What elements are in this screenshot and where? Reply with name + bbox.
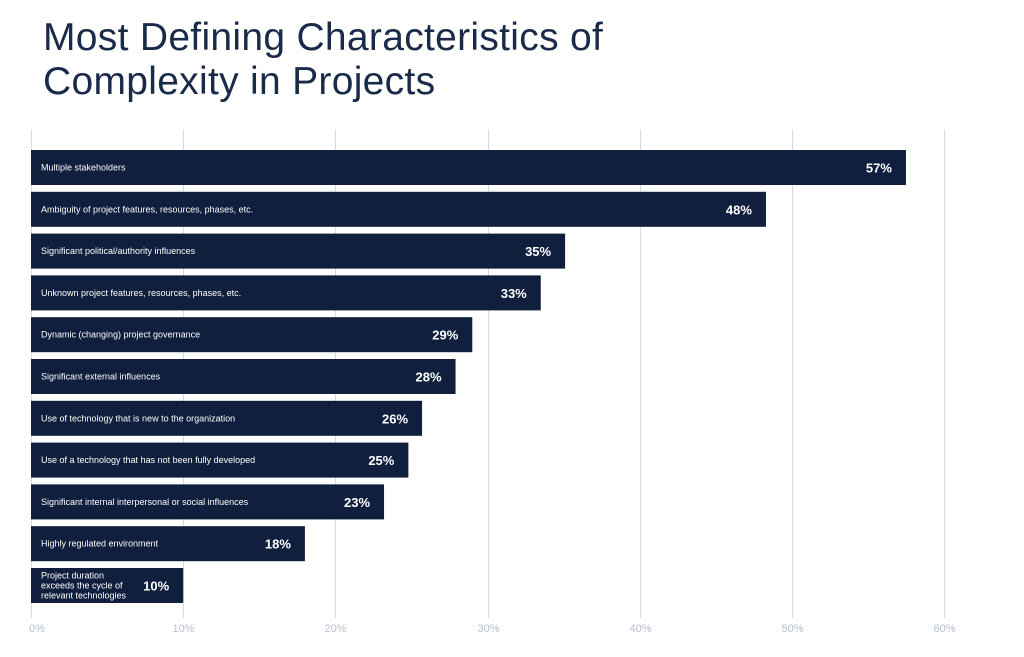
bar-label-11-line-1: Project duration [41, 571, 104, 581]
bar-3 [31, 233, 566, 269]
x-tick-label-30: 30% [477, 623, 499, 635]
bar-label-6: Significant external influences [41, 372, 161, 382]
bar-value-label-3: 35% [525, 244, 551, 259]
bar-label-5: Dynamic (changing) project governance [41, 330, 200, 340]
bar-9 [31, 484, 385, 520]
bar-2 [31, 191, 766, 227]
bar-value-label-6: 28% [416, 370, 442, 385]
bar-value-label-11: 10% [143, 579, 169, 594]
bar-group-8: Use of a technology that has not been fu… [31, 442, 409, 478]
bar-label-8: Use of a technology that has not been fu… [41, 455, 255, 465]
x-tick-label-20: 20% [324, 623, 346, 635]
x-tick-label-50: 50% [781, 623, 803, 635]
bar-value-label-7: 26% [382, 411, 408, 426]
x-tick-label-10: 10% [172, 623, 194, 635]
bar-group-10: Highly regulated environment 18% [31, 526, 305, 562]
bar-4 [31, 275, 541, 311]
bar-5 [31, 317, 473, 353]
bar-group-9: Significant internal interpersonal or so… [31, 484, 385, 520]
bar-value-label-8: 25% [368, 453, 394, 468]
bar-label-11-line-3: relevant technologies [41, 591, 127, 601]
x-tick-label-40: 40% [629, 623, 651, 635]
chart-bars: Multiple stakeholders 57% Ambiguity of pro… [31, 150, 906, 603]
bar-label-7: Use of technology that is new to the org… [41, 413, 235, 423]
bar-label-4: Unknown project features, resources, pha… [41, 288, 241, 298]
bar-group-4: Unknown project features, resources, pha… [31, 275, 541, 311]
bar-group-5: Dynamic (changing) project governance 29% [31, 317, 473, 353]
bar-7 [31, 400, 423, 436]
x-tick-label-0: 0% [29, 623, 45, 635]
bar-8 [31, 442, 409, 478]
bar-group-6: Significant external influences 28% [31, 359, 456, 394]
bar-value-label-5: 29% [432, 328, 458, 343]
bar-group-3: Significant political/authority influenc… [31, 233, 566, 269]
x-axis-ticks: 0% 10% 20% 30% 40% 50% 60% [29, 623, 956, 635]
bar-label-2: Ambiguity of project features, resources… [41, 204, 253, 214]
bar-label-9: Significant internal interpersonal or so… [41, 497, 249, 507]
bar-1 [31, 150, 906, 185]
bar-label-1: Multiple stakeholders [41, 163, 126, 173]
chart-title: Most Defining Characteristics of Complex… [43, 16, 603, 104]
bar-10 [31, 526, 305, 562]
bar-value-label-1: 57% [866, 161, 892, 176]
chart-title-line-1: Most Defining Characteristics of [43, 16, 604, 59]
bar-label-3: Significant political/authority influenc… [41, 246, 196, 256]
bar-6 [31, 359, 456, 394]
bar-group-1: Multiple stakeholders 57% [31, 150, 906, 185]
bar-group-2: Ambiguity of project features, resources… [31, 191, 766, 227]
bar-label-10: Highly regulated environment [41, 539, 159, 549]
bar-value-label-2: 48% [726, 202, 752, 217]
bar-value-label-9: 23% [344, 495, 370, 510]
bar-11 [31, 568, 184, 603]
bar-value-label-4: 33% [501, 286, 527, 301]
bar-value-label-10: 18% [265, 537, 291, 552]
chart-title-line-2: Complexity in Projects [43, 60, 436, 103]
bar-group-7: Use of technology that is new to the org… [31, 400, 423, 436]
x-tick-label-60: 60% [933, 623, 955, 635]
bar-label-11-line-2: exceeds the cycle of [41, 581, 123, 591]
